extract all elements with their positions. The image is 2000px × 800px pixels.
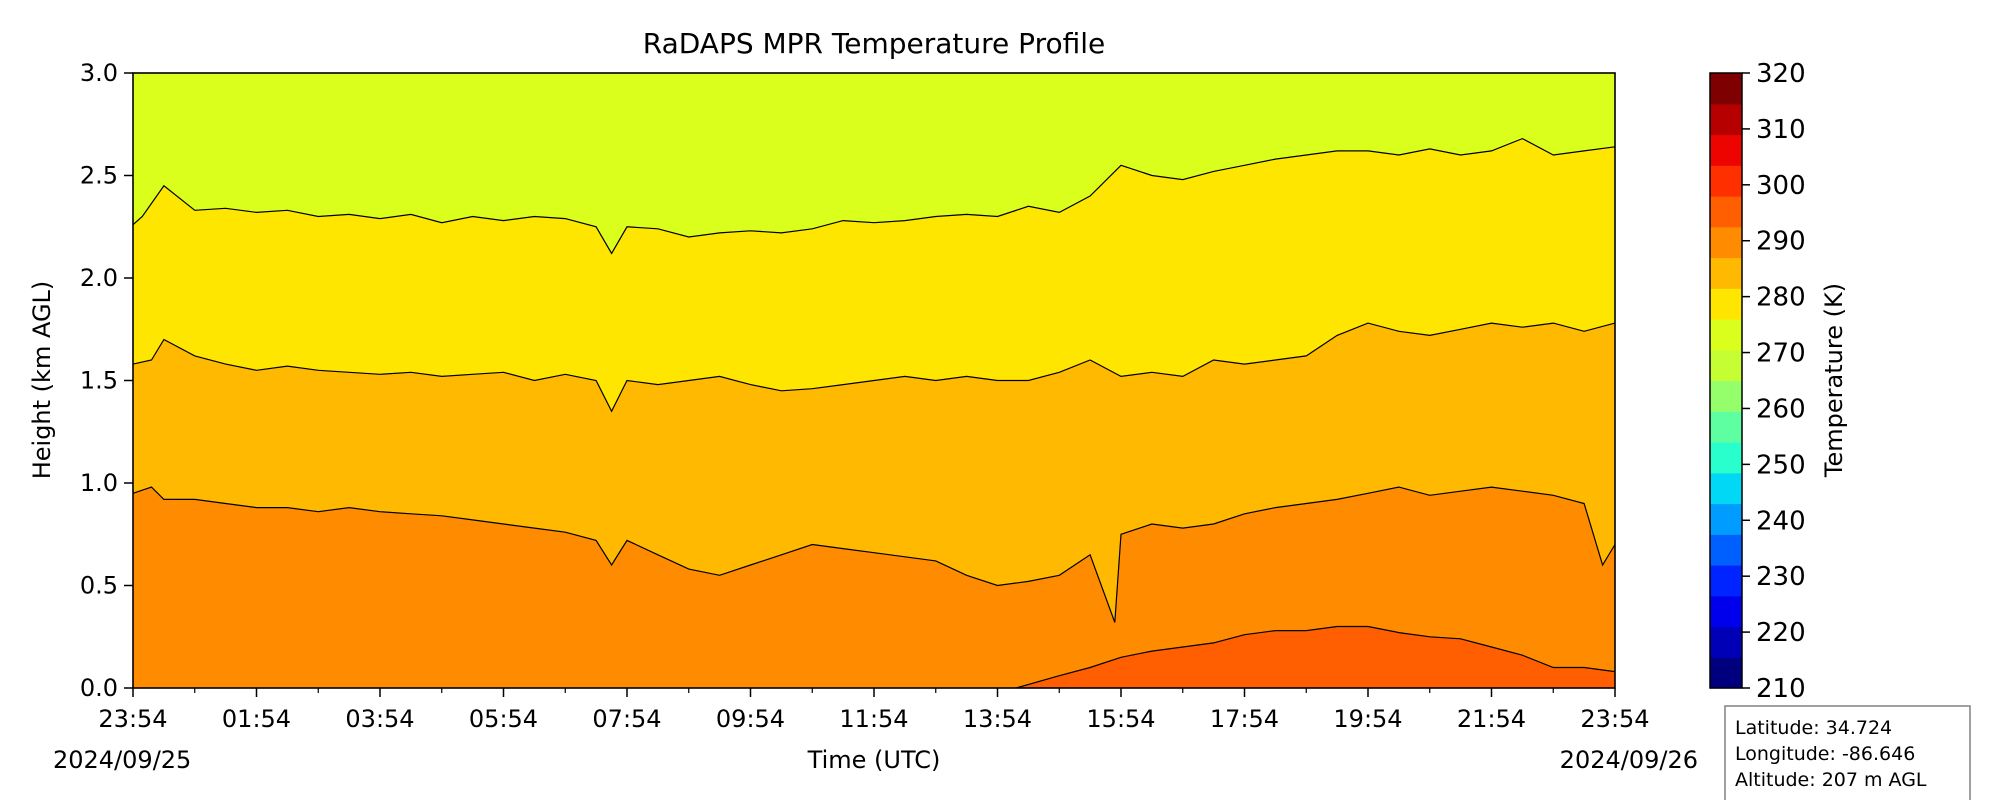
x-tick-label: 09:54: [716, 705, 785, 733]
y-axis-label: Height (km AGL): [28, 281, 56, 480]
colorbar-tick-label: 220: [1756, 618, 1806, 648]
colorbar-tick-label: 290: [1756, 227, 1806, 257]
isoline-290: [132, 322, 1616, 413]
colorbar-tick-label: 320: [1756, 59, 1806, 89]
isoline-285: [132, 137, 1616, 255]
y-tick-label: 1.5: [80, 367, 118, 395]
colorbar-level: [1710, 349, 1742, 382]
colorbar-level: [1710, 257, 1742, 289]
chart-title: RaDAPS MPR Temperature Profile: [643, 27, 1106, 60]
colorbar-level: [1710, 134, 1742, 166]
station-info-frame: [1724, 705, 1971, 800]
colorbar-tick-label: 270: [1756, 339, 1806, 369]
x-axis-label: Time (UTC): [807, 746, 941, 774]
colorbar: 210 220 230 240 250 260 270 280 290 300 310 320: [1709, 59, 1806, 704]
colorbar-level: [1710, 411, 1742, 443]
x-tick-label: 11:54: [839, 705, 908, 733]
colorbar-level: [1710, 73, 1742, 105]
colorbar-label: Temperature (K): [1820, 283, 1848, 478]
x-tick-label: 23:54: [98, 705, 167, 733]
contour-lines: [132, 137, 1616, 689]
isoline-300: [1015, 625, 1616, 689]
x-tick-label: 01:54: [222, 705, 291, 733]
colorbar-tick-label: 310: [1756, 115, 1806, 145]
latitude-text: Latitude: 34.724: [1735, 717, 1892, 739]
colorbar-level: [1710, 565, 1742, 597]
altitude-text: Altitude: 207 m AGL: [1735, 769, 1927, 791]
colorbar-level: [1710, 226, 1742, 259]
isoline-295: [132, 486, 1616, 623]
colorbar-level: [1710, 380, 1742, 412]
station-info-box: Latitude: 34.724 Longitude: -86.646 Alti…: [1724, 705, 1971, 800]
colorbar-tick-label: 210: [1756, 674, 1806, 704]
colorbar-level: [1710, 165, 1742, 197]
x-tick-label: 19:54: [1333, 705, 1402, 733]
colorbar-tick-label: 230: [1756, 562, 1806, 592]
colorbar-level: [1710, 626, 1742, 658]
colorbar-tick-label: 240: [1756, 506, 1806, 536]
colorbar-tick-label: 300: [1756, 171, 1806, 201]
x-end-date: 2024/09/26: [1560, 746, 1698, 774]
y-tick-label: 2.5: [80, 162, 118, 190]
longitude-text: Longitude: -86.646: [1735, 743, 1915, 765]
colorbar-level: [1710, 103, 1742, 136]
y-tick-label: 1.0: [80, 469, 118, 497]
x-tick-label: 23:54: [1580, 705, 1649, 733]
y-tick-label: 2.0: [80, 264, 118, 292]
x-axis: 23:54 01:54 03:54 05:54 07:54 09:54 11:54 13:54…: [98, 688, 1650, 733]
y-axis: 0.0 0.5 1.0 1.5 2.0 2.5 3.0: [80, 59, 133, 702]
colorbar-level: [1710, 442, 1742, 474]
y-tick-label: 3.0: [80, 59, 118, 87]
x-tick-label: 15:54: [1086, 705, 1155, 733]
colorbar-tick-label: 280: [1756, 283, 1806, 313]
contour-fill: [133, 73, 1615, 689]
colorbar-level: [1710, 503, 1742, 535]
colorbar-frame: [1709, 72, 1743, 689]
colorbar-level: [1710, 595, 1742, 628]
x-tick-label: 13:54: [963, 705, 1032, 733]
y-tick-label: 0.0: [80, 674, 118, 702]
colorbar-level: [1710, 288, 1742, 320]
colorbar-level: [1710, 534, 1742, 566]
band-295-300: [1016, 626, 1615, 688]
colorbar-level: [1710, 657, 1742, 689]
colorbar-level: [1710, 319, 1742, 351]
x-tick-label: 03:54: [345, 705, 414, 733]
x-tick-label: 07:54: [592, 705, 661, 733]
x-start-date: 2024/09/25: [53, 746, 191, 774]
colorbar-level: [1710, 472, 1742, 505]
y-tick-label: 0.5: [80, 572, 118, 600]
colorbar-tick-label: 250: [1756, 450, 1806, 480]
x-tick-label: 17:54: [1210, 705, 1279, 733]
x-tick-label: 21:54: [1457, 705, 1526, 733]
x-tick-label: 05:54: [469, 705, 538, 733]
colorbar-level: [1710, 196, 1742, 228]
colorbar-tick-label: 260: [1756, 394, 1806, 424]
